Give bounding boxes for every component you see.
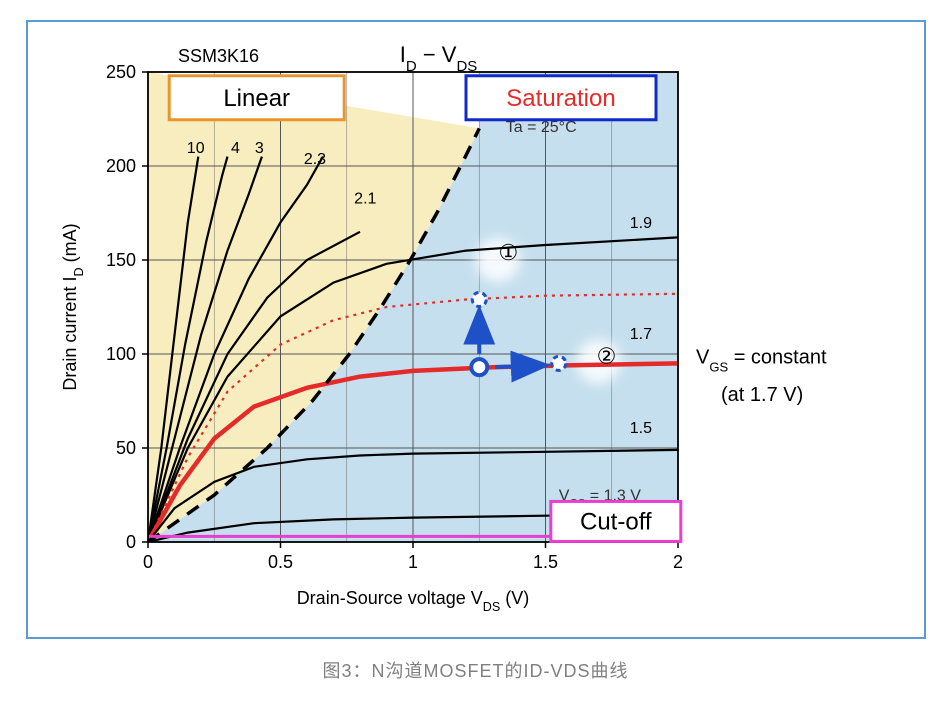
svg-text:Cut-off: Cut-off [580, 508, 652, 535]
svg-text:①: ① [498, 240, 518, 265]
svg-text:Ta = 25°C: Ta = 25°C [505, 119, 576, 136]
svg-text:Drain-Source voltage VDS (: Drain-Source voltage VDS (V) [296, 588, 529, 614]
svg-text:Linear: Linear [223, 85, 290, 112]
svg-text:150: 150 [105, 250, 135, 270]
mosfet-id-vds-chart: 0 0.5 1 1.5 2 0 50 100 150 200 250 Drain-Source vol… [38, 32, 908, 627]
svg-text:(at 1.7 V): (at 1.7 V) [721, 384, 803, 406]
svg-text:200: 200 [105, 156, 135, 176]
svg-text:250: 250 [105, 62, 135, 82]
svg-text:②: ② [596, 343, 616, 368]
svg-text:0: 0 [125, 532, 135, 552]
svg-text:ID − VDS: ID − VDS [399, 42, 477, 75]
svg-text:Drain current ID (mA): Drain current ID (mA) [60, 223, 86, 390]
svg-text:0.5: 0.5 [267, 552, 292, 572]
svg-text:SSM3K16: SSM3K16 [178, 46, 259, 66]
svg-text:10: 10 [186, 140, 204, 157]
chart-container: 0 0.5 1 1.5 2 0 50 100 150 200 250 Drain-Source vol… [38, 32, 908, 627]
svg-text:VGS = constant: VGS = constant [696, 346, 827, 374]
svg-text:0: 0 [142, 552, 152, 572]
svg-text:1: 1 [407, 552, 417, 572]
svg-text:1.9: 1.9 [629, 215, 651, 232]
svg-text:Saturation: Saturation [506, 85, 615, 112]
chart-frame: 0 0.5 1 1.5 2 0 50 100 150 200 250 Drain-Source vol… [26, 20, 926, 639]
svg-text:2.3: 2.3 [303, 151, 325, 168]
figure-caption: 图3：N沟道MOSFET的ID-VDS曲线 [20, 657, 931, 683]
svg-text:1.5: 1.5 [629, 420, 651, 437]
svg-text:50: 50 [115, 438, 135, 458]
svg-text:100: 100 [105, 344, 135, 364]
svg-text:1.7: 1.7 [629, 326, 651, 343]
svg-text:1.5: 1.5 [532, 552, 557, 572]
svg-text:4: 4 [230, 140, 239, 157]
svg-text:2.1: 2.1 [354, 191, 376, 208]
svg-text:2: 2 [672, 552, 682, 572]
svg-text:3: 3 [254, 140, 263, 157]
